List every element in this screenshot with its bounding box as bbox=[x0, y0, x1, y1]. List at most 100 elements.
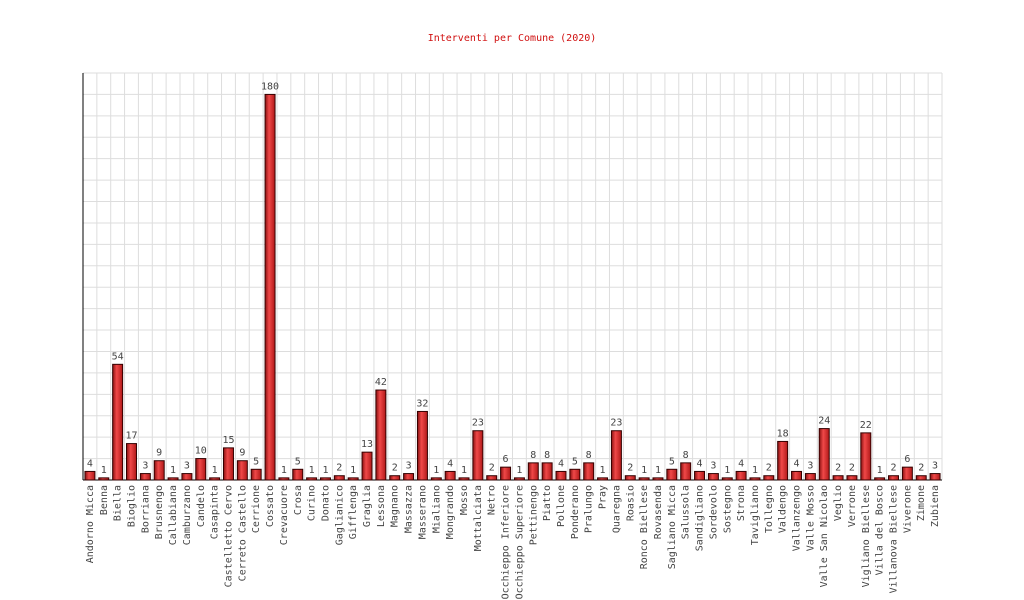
value-label: 9 bbox=[239, 448, 245, 459]
x-tick-label: Sagliano Micca bbox=[667, 485, 678, 569]
bar bbox=[915, 475, 927, 481]
bar bbox=[347, 477, 359, 481]
bar bbox=[721, 477, 733, 481]
bar bbox=[610, 430, 622, 481]
x-tick-label: Gaglianico bbox=[334, 485, 345, 545]
bar bbox=[98, 477, 110, 481]
bar bbox=[139, 473, 151, 481]
x-tick-label: Vallanzengo bbox=[792, 485, 803, 551]
bar bbox=[527, 462, 539, 481]
bar bbox=[153, 460, 165, 481]
x-tick-label: Pralungo bbox=[584, 485, 595, 533]
x-tick-label: Magnano bbox=[390, 485, 401, 527]
x-tick-label: Roasio bbox=[625, 485, 636, 521]
x-tick-label: Salussola bbox=[681, 485, 692, 539]
x-tick-label: Zimone bbox=[916, 485, 927, 521]
value-label: 4 bbox=[447, 458, 453, 469]
x-tick-label: Rovasenda bbox=[653, 485, 664, 539]
x-tick-label: Cerreto Castello bbox=[237, 485, 248, 581]
value-label: 1 bbox=[350, 465, 356, 476]
x-tick-label: Sordevolo bbox=[708, 485, 719, 539]
bar bbox=[818, 428, 830, 481]
bar bbox=[597, 477, 609, 481]
value-label: 1 bbox=[212, 465, 218, 476]
bar bbox=[195, 458, 207, 481]
bar bbox=[167, 477, 179, 481]
bar bbox=[112, 363, 124, 481]
value-label: 1 bbox=[600, 465, 606, 476]
bar bbox=[333, 475, 345, 481]
value-label: 1 bbox=[101, 465, 107, 476]
x-tick-label: Valle San Nicolao bbox=[819, 485, 830, 587]
x-tick-label: Andorno Micca bbox=[85, 485, 96, 563]
bar bbox=[777, 440, 789, 481]
value-label: 1 bbox=[641, 465, 647, 476]
bar bbox=[209, 477, 221, 481]
bar bbox=[666, 468, 678, 481]
x-tick-label: Valle Mosso bbox=[805, 485, 816, 551]
value-label: 8 bbox=[530, 450, 536, 461]
bar bbox=[707, 473, 719, 481]
x-tick-label: Occhieppo Superiore bbox=[514, 485, 525, 599]
value-label: 32 bbox=[416, 398, 428, 409]
bar bbox=[804, 473, 816, 481]
value-label: 1 bbox=[655, 465, 661, 476]
x-tick-label: Vigliano Biellese bbox=[861, 485, 872, 587]
x-tick-label: Ronco Biellese bbox=[639, 485, 650, 569]
bar bbox=[680, 462, 692, 481]
bar bbox=[486, 475, 498, 481]
bar bbox=[638, 477, 650, 481]
bar bbox=[375, 389, 387, 481]
x-tick-label: Mottalciata bbox=[473, 485, 484, 551]
value-label: 23 bbox=[610, 418, 622, 429]
x-tick-label: Sandigliano bbox=[695, 485, 706, 551]
bar bbox=[694, 470, 706, 481]
x-tick-label: Valdengo bbox=[778, 485, 789, 533]
bar bbox=[583, 462, 595, 481]
x-tick-label: Donato bbox=[320, 485, 331, 521]
value-label: 4 bbox=[87, 458, 93, 469]
x-tick-label: Candelo bbox=[196, 485, 207, 527]
bar bbox=[929, 473, 941, 481]
value-label: 4 bbox=[558, 458, 564, 469]
x-tick-label: Mongrando bbox=[445, 485, 456, 539]
value-label: 42 bbox=[375, 377, 387, 388]
bar bbox=[403, 473, 415, 481]
x-tick-label: Pollone bbox=[556, 485, 567, 527]
x-tick-label: Crosa bbox=[293, 485, 304, 515]
x-tick-label: Villa del Bosco bbox=[875, 485, 886, 575]
value-label: 2 bbox=[835, 463, 841, 474]
value-label: 54 bbox=[112, 351, 124, 362]
bar bbox=[389, 475, 401, 481]
value-label: 15 bbox=[222, 435, 234, 446]
x-tick-label: Zubiena bbox=[930, 485, 941, 527]
bar bbox=[749, 477, 761, 481]
bar bbox=[278, 477, 290, 481]
bar bbox=[624, 475, 636, 481]
bar bbox=[555, 470, 567, 481]
x-tick-label: Brusnengo bbox=[154, 485, 165, 539]
x-tick-label: Biella bbox=[113, 485, 124, 521]
value-label: 22 bbox=[860, 420, 872, 431]
value-label: 5 bbox=[253, 456, 259, 467]
value-label: 6 bbox=[904, 454, 910, 465]
bar bbox=[874, 477, 886, 481]
x-tick-label: Crevacuore bbox=[279, 485, 290, 545]
x-tick-label: Benna bbox=[99, 485, 110, 515]
value-label: 3 bbox=[710, 461, 716, 472]
value-label: 2 bbox=[336, 463, 342, 474]
x-tick-label: Cossato bbox=[265, 485, 276, 527]
x-tick-label: Veglio bbox=[833, 485, 844, 521]
value-label: 8 bbox=[586, 450, 592, 461]
value-label: 3 bbox=[142, 461, 148, 472]
x-tick-label: Graglia bbox=[362, 485, 373, 527]
value-label: 1 bbox=[309, 465, 315, 476]
bar bbox=[763, 475, 775, 481]
value-label: 10 bbox=[195, 446, 207, 457]
x-tick-label: Cerrione bbox=[251, 485, 262, 533]
value-label: 1 bbox=[724, 465, 730, 476]
bar bbox=[292, 468, 304, 481]
x-tick-label: Quaregna bbox=[611, 485, 622, 533]
bar bbox=[319, 477, 331, 481]
